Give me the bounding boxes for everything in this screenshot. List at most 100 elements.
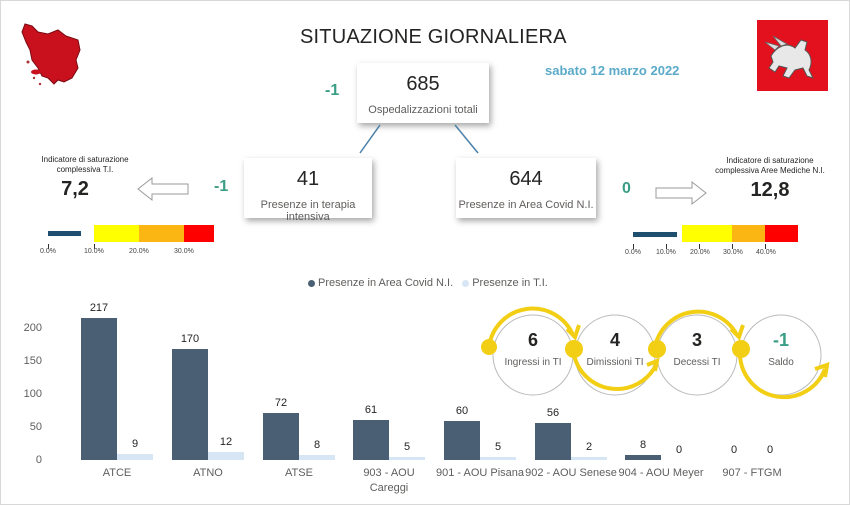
nmed-saturation-value: 12,8 — [750, 179, 790, 201]
scale-label: 20.0% — [129, 248, 149, 255]
flow-node-icon — [648, 340, 666, 358]
bar-value-label: 5 — [494, 440, 502, 453]
flow-decessi-value: 3 — [691, 330, 702, 350]
bar-value-label: 217 — [89, 301, 109, 314]
bar-value-label: 60 — [455, 404, 469, 417]
category-label: 903 - AOU Careggi — [363, 467, 415, 494]
nmed-saturation-title: Indicatore di saturazione complessiva Ar… — [715, 156, 825, 175]
ti-saturation-indicator — [48, 231, 81, 236]
bar-value-label: 0 — [766, 444, 774, 456]
report-date: sabato 12 marzo 2022 — [545, 63, 680, 78]
category-label: 901 - AOU Pisana — [435, 467, 525, 479]
legend-item-ti[interactable]: Presenze in T.I. — [462, 277, 548, 289]
bar-value-label: 5 — [403, 440, 411, 453]
bar-covid-area[interactable] — [535, 423, 571, 460]
arrow-right-icon — [655, 180, 707, 206]
intensive-care-label: Presenze in terapia intensiva — [260, 199, 356, 223]
y-tick: 0 — [35, 454, 42, 466]
nmed-saturation-gauge — [630, 225, 800, 243]
scale-label: 30.0% — [723, 249, 743, 256]
category-label: ATNO — [193, 467, 223, 479]
bar-covid-area[interactable] — [444, 420, 480, 460]
y-tick: 100 — [23, 388, 42, 400]
bar-value-label: 12 — [219, 436, 233, 449]
bar-covid-area[interactable] — [172, 348, 208, 460]
bar-ti[interactable] — [299, 454, 335, 460]
bar-ti[interactable] — [117, 454, 153, 460]
category-label: ATCE — [102, 467, 132, 479]
bar-covid-area[interactable] — [81, 317, 117, 460]
intensive-care-value: 41 — [296, 168, 320, 190]
bar-covid-area[interactable] — [625, 454, 661, 460]
flow-node-icon — [732, 340, 750, 358]
connector-lines — [359, 124, 479, 154]
total-hospitalizations-value: 685 — [406, 73, 440, 95]
bar-covid-area[interactable] — [263, 412, 299, 460]
covid-area-delta: 0 — [622, 180, 631, 197]
covid-area-value: 644 — [509, 168, 543, 190]
y-tick: 50 — [29, 421, 42, 433]
tuscany-map-logo — [21, 23, 81, 86]
covid-area-card: 644 Presenze in Area Covid N.I. — [456, 158, 596, 218]
flow-node-icon — [481, 339, 497, 355]
bar-value-label: 2 — [585, 441, 593, 453]
flow-decessi-label: Decessi TI — [673, 357, 721, 368]
flow-circle — [574, 314, 656, 396]
flow-node-icon — [565, 340, 583, 358]
bar-ti[interactable] — [208, 452, 244, 460]
bar-ti[interactable] — [480, 456, 516, 460]
ti-saturation-title: Indicatore di saturazione complessiva T.… — [41, 155, 129, 174]
bar-value-label: 61 — [364, 404, 378, 417]
y-tick: 200 — [23, 322, 42, 334]
nmed-saturation-indicator — [633, 232, 677, 237]
intensive-care-card: 41 Presenze in terapia intensiva — [244, 158, 372, 223]
covid-area-label: Presenze in Area Covid N.I. — [458, 199, 594, 211]
legend-dot-icon — [462, 279, 470, 287]
scale-label: 10.0% — [84, 248, 104, 255]
scale-label: 20.0% — [690, 249, 710, 256]
flow-ingressi-label: Ingressi in TI — [504, 357, 562, 368]
bar-covid-area[interactable] — [353, 420, 389, 460]
flow-circle — [656, 314, 738, 396]
scale-label: 0.0% — [625, 249, 641, 256]
bar-value-label: 170 — [180, 332, 200, 345]
bar-value-label: 9 — [131, 438, 139, 451]
scale-label: 30.0% — [174, 248, 194, 255]
ti-delta: -1 — [214, 178, 229, 195]
bar-value-label: 0 — [675, 444, 683, 456]
bar-value-label: 0 — [730, 444, 738, 456]
bar-value-label: 56 — [546, 407, 560, 420]
flow-saldo-value: -1 — [772, 330, 789, 350]
scale-label: 10.0% — [656, 249, 676, 256]
category-label: 904 - AOU Meyer — [618, 467, 704, 479]
flow-ingressi-value: 6 — [527, 330, 538, 350]
totals-delta: -1 — [325, 82, 340, 99]
flow-diagram — [481, 306, 830, 400]
page-title: SITUAZIONE GIORNALIERA — [300, 26, 567, 48]
bar-value-label: 8 — [313, 438, 321, 451]
category-label: 907 - FTGM — [722, 467, 782, 479]
scale-label: 0.0% — [40, 248, 56, 255]
regione-toscana-logo — [757, 20, 828, 91]
legend-dot-icon — [308, 279, 315, 287]
pegasus-icon — [764, 35, 814, 79]
chart-legend: Presenze in Area Covid N.I. Presenze in … — [308, 277, 548, 289]
bar-value-label: 72 — [274, 396, 288, 409]
ti-saturation-value: 7,2 — [61, 178, 89, 200]
flow-saldo-label: Saldo — [768, 357, 794, 368]
total-hospitalizations-card: 685 Ospedalizzazioni totali — [357, 63, 489, 123]
ti-saturation-gauge — [30, 225, 215, 243]
arrow-left-icon — [137, 176, 189, 202]
bar-ti[interactable] — [571, 457, 607, 460]
scale-label: 40.0% — [756, 249, 776, 256]
y-tick: 150 — [23, 355, 42, 367]
total-hospitalizations-label: Ospedalizzazioni totali — [368, 104, 478, 116]
flow-dimissioni-value: 4 — [609, 330, 620, 350]
flow-dimissioni-label: Dimissioni TI — [586, 357, 644, 368]
category-label: 902 - AOU Senese — [525, 467, 617, 479]
flow-circle — [492, 314, 574, 396]
legend-item-covid-area[interactable]: Presenze in Area Covid N.I. — [308, 277, 453, 289]
category-label: ATSE — [285, 467, 313, 479]
bar-ti[interactable] — [389, 456, 425, 460]
bar-value-label: 8 — [639, 438, 647, 451]
